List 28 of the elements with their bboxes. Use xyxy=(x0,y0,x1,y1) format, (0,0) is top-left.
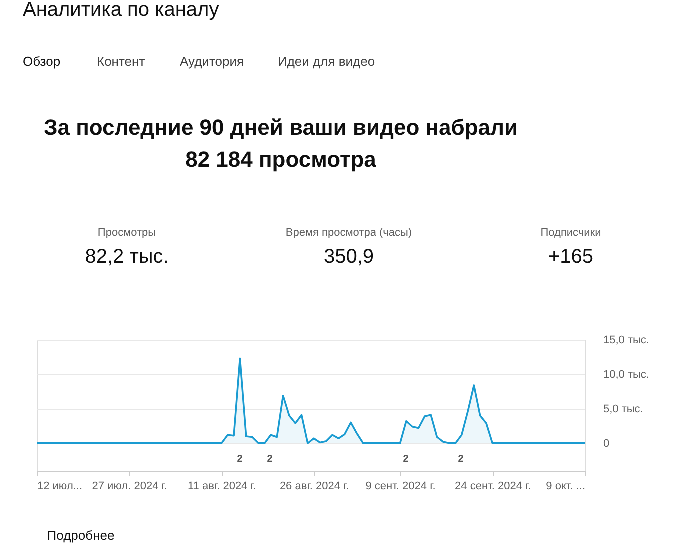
text: Просмотры xyxy=(98,227,156,239)
y-tick-label: 10,0 тыс. xyxy=(604,368,650,381)
text: Подробнее xyxy=(47,528,115,543)
chart-title: За последние 90 дней ваши видео набрали 82 184 просмотра xyxy=(44,115,518,172)
annotation: 2 xyxy=(403,454,410,465)
annotation: 2 xyxy=(458,454,464,465)
x-tick-label: 9 сент. 2024 г. xyxy=(366,480,436,492)
text: Обзор xyxy=(23,54,61,69)
y-tick-label: 0 xyxy=(604,438,610,450)
text: Подписчики xyxy=(540,227,602,239)
x-tick-label: 11 авг. 2024 г. xyxy=(188,480,256,492)
text: Время просмотра (часы) xyxy=(286,227,412,239)
text: +165 xyxy=(548,246,594,268)
text: Аналитика по каналу xyxy=(23,0,220,21)
x-tick-label: 27 июл. 2024 г. xyxy=(92,480,168,492)
x-tick-label: 9 окт. ... xyxy=(546,480,586,492)
x-tick-label: 26 авг. 2024 г. xyxy=(280,480,350,492)
annotation: 2 xyxy=(267,454,274,465)
text: Идеи для видео xyxy=(278,54,376,69)
x-tick-label: 24 сент. 2024 г. xyxy=(455,480,532,492)
text: Аудитория xyxy=(180,54,244,69)
text: 350,9 xyxy=(324,246,374,268)
x-tick-label: 12 июл... xyxy=(38,480,83,492)
y-tick-label: 5,0 тыс. xyxy=(604,403,644,416)
annotation: 2 xyxy=(237,454,244,465)
text: Контент xyxy=(97,54,146,69)
text: 82,2 тыс. xyxy=(85,246,169,268)
y-tick-label: 15,0 тыс. xyxy=(604,334,650,346)
